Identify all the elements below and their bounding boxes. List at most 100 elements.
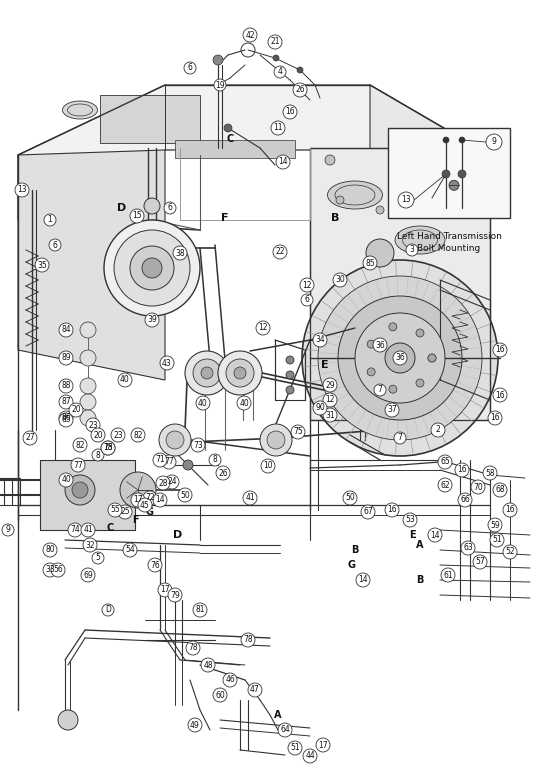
Text: 27: 27 [25, 433, 35, 443]
Text: 64: 64 [280, 726, 290, 735]
Circle shape [355, 313, 445, 403]
Circle shape [333, 273, 347, 287]
Circle shape [92, 552, 104, 564]
Text: A: A [416, 540, 424, 550]
Circle shape [471, 480, 485, 494]
Circle shape [443, 137, 449, 143]
Text: Left Hand Transmission
Bolt Mounting: Left Hand Transmission Bolt Mounting [396, 232, 501, 253]
Text: 12: 12 [325, 396, 335, 405]
Ellipse shape [328, 181, 383, 209]
Text: 7: 7 [378, 386, 383, 395]
Circle shape [131, 493, 145, 507]
Circle shape [214, 79, 226, 91]
Text: 79: 79 [170, 591, 180, 600]
Circle shape [168, 588, 182, 602]
Circle shape [361, 505, 375, 519]
Circle shape [449, 180, 459, 190]
Circle shape [456, 166, 464, 174]
Text: 73: 73 [193, 440, 203, 449]
Circle shape [274, 66, 286, 78]
Text: 78: 78 [243, 635, 253, 645]
Circle shape [138, 498, 152, 512]
Text: 59: 59 [490, 520, 500, 530]
Ellipse shape [63, 101, 98, 119]
Circle shape [223, 673, 237, 687]
Circle shape [80, 410, 96, 426]
Circle shape [165, 475, 179, 489]
Circle shape [389, 386, 397, 393]
Text: 26: 26 [218, 469, 228, 477]
Circle shape [81, 568, 95, 582]
Circle shape [503, 503, 517, 517]
Text: 23: 23 [88, 420, 98, 429]
Text: 53: 53 [405, 516, 415, 524]
Circle shape [72, 482, 88, 498]
Circle shape [286, 371, 294, 379]
Text: 87: 87 [61, 398, 71, 406]
Circle shape [58, 710, 78, 730]
Text: 24: 24 [167, 477, 177, 487]
Text: 77: 77 [164, 457, 174, 466]
Circle shape [261, 459, 275, 473]
Circle shape [389, 323, 397, 331]
Circle shape [73, 438, 87, 452]
Circle shape [438, 455, 452, 469]
Text: 77: 77 [73, 460, 83, 470]
Circle shape [153, 453, 167, 467]
Text: 49: 49 [190, 721, 200, 729]
Text: 74: 74 [70, 526, 80, 534]
Text: 29: 29 [325, 381, 335, 389]
Text: 81: 81 [195, 605, 205, 614]
Circle shape [237, 396, 251, 410]
Circle shape [188, 718, 202, 732]
Circle shape [91, 428, 105, 442]
Circle shape [35, 258, 49, 272]
Text: 68: 68 [495, 486, 505, 494]
Text: 21: 21 [270, 38, 280, 46]
Text: 90: 90 [315, 403, 325, 412]
Circle shape [59, 473, 73, 487]
Text: 67: 67 [363, 507, 373, 517]
Text: 17: 17 [318, 740, 328, 749]
Text: 75: 75 [293, 427, 303, 436]
Circle shape [118, 505, 132, 519]
Circle shape [248, 683, 262, 697]
Circle shape [300, 278, 314, 292]
Circle shape [186, 641, 200, 655]
Text: G: G [146, 507, 154, 517]
Text: 40: 40 [198, 399, 208, 408]
Circle shape [446, 196, 454, 204]
Bar [388, 128, 510, 218]
Circle shape [271, 121, 285, 135]
Circle shape [243, 491, 257, 505]
Circle shape [490, 533, 504, 547]
Circle shape [196, 396, 210, 410]
Text: 42: 42 [245, 31, 255, 39]
Circle shape [286, 386, 294, 394]
Circle shape [493, 343, 507, 357]
Circle shape [461, 541, 475, 555]
Polygon shape [370, 85, 490, 380]
Text: 88: 88 [61, 382, 71, 390]
Text: 45: 45 [140, 500, 150, 510]
Text: 19: 19 [215, 80, 225, 89]
Text: 2: 2 [435, 426, 440, 435]
Text: 30: 30 [335, 275, 345, 284]
Text: 28: 28 [158, 479, 168, 487]
Circle shape [438, 478, 452, 492]
Circle shape [416, 329, 424, 337]
Circle shape [273, 245, 287, 259]
Text: 69: 69 [83, 571, 93, 580]
Text: 36: 36 [375, 341, 385, 349]
Circle shape [43, 543, 57, 557]
Circle shape [81, 523, 95, 537]
Circle shape [366, 239, 394, 267]
Circle shape [428, 528, 442, 542]
Circle shape [166, 431, 184, 449]
Text: 23: 23 [113, 430, 123, 439]
Circle shape [193, 359, 221, 387]
Circle shape [393, 351, 407, 365]
Circle shape [226, 359, 254, 387]
Text: 16: 16 [495, 390, 505, 399]
Circle shape [80, 378, 96, 394]
